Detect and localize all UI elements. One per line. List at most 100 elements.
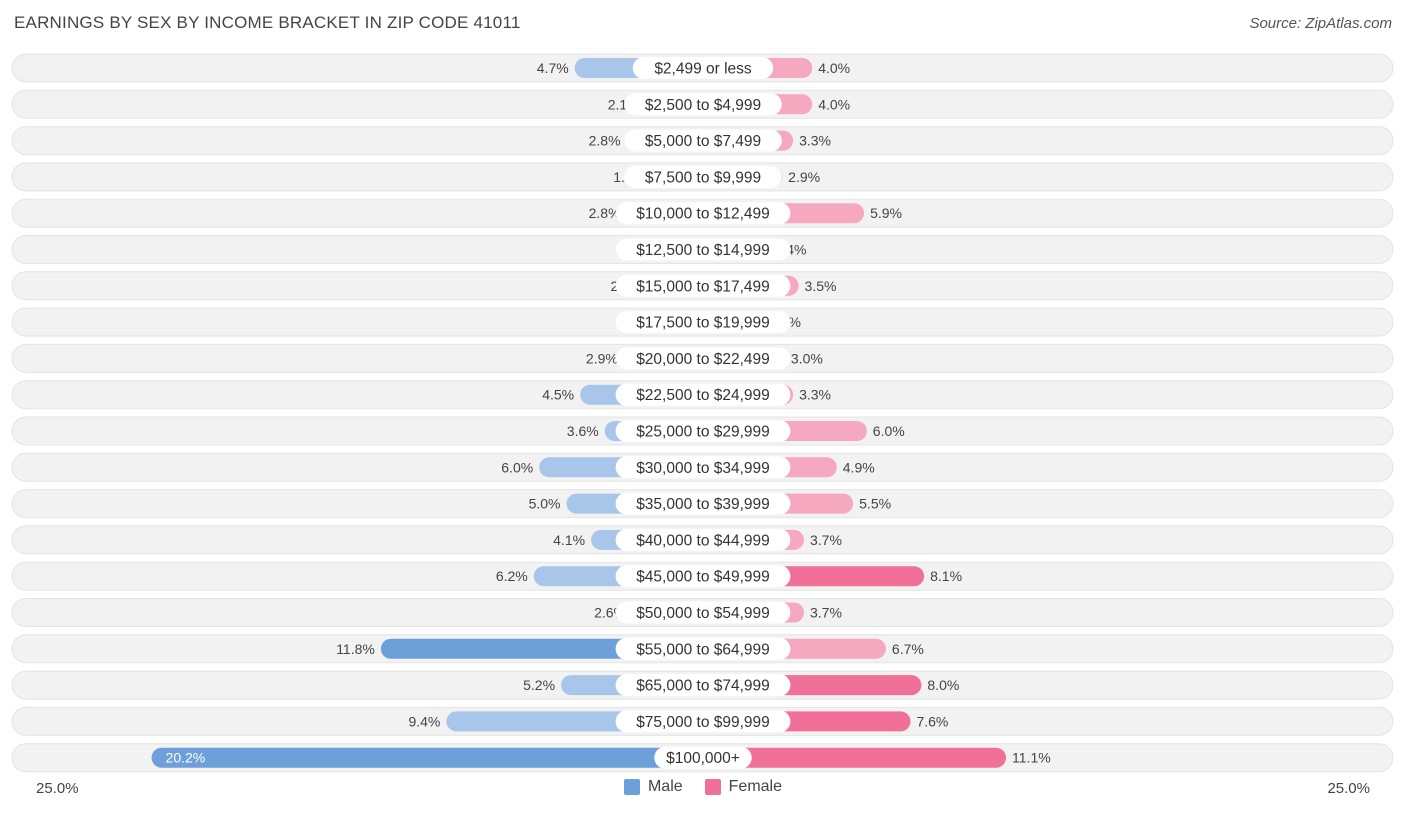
category-label-bg — [615, 311, 791, 334]
category-label: $65,000 to $74,999 — [636, 678, 770, 695]
female-value-label: 4.9% — [843, 459, 875, 475]
male-bar — [151, 747, 704, 768]
axis-right-label: 25.0% — [1327, 780, 1370, 797]
category-label: $10,000 to $12,499 — [636, 206, 770, 223]
legend-label-male: Male — [647, 778, 683, 795]
male-value-label: 2.8% — [589, 133, 621, 149]
female-value-label: 8.1% — [930, 568, 962, 584]
category-label-bg — [615, 565, 791, 588]
female-value-label: 11.1% — [1012, 750, 1051, 766]
male-value-label: 3.6% — [567, 423, 599, 439]
bar-row: 2.8% 5.9% $10,000 to $12,499 — [11, 198, 1394, 228]
female-value-label: 6.0% — [873, 423, 905, 439]
female-value-label: 3.0% — [791, 350, 823, 366]
bar-row: 4.5% 3.3% $22,500 to $24,999 — [11, 380, 1394, 410]
category-label-bg — [615, 347, 791, 370]
bar-row: 2.8% 3.3% $5,000 to $7,499 — [11, 126, 1394, 156]
category-label-bg — [615, 456, 791, 479]
legend-item-male[interactable]: Male — [623, 778, 683, 796]
female-value-label: 3.3% — [799, 133, 831, 149]
male-value-label: 6.0% — [501, 459, 533, 475]
category-label: $25,000 to $29,999 — [636, 424, 770, 441]
male-value-label: 2.9% — [586, 350, 618, 366]
category-label: $5,000 to $7,499 — [645, 133, 761, 150]
male-value-label: 4.5% — [542, 387, 574, 403]
chart-title: EARNINGS BY SEX BY INCOME BRACKET IN ZIP… — [14, 13, 521, 32]
bar-row: 4.7% 4.0% $2,499 or less — [11, 53, 1394, 83]
category-label: $12,500 to $14,999 — [636, 242, 770, 259]
male-value-label: 20.2% — [166, 750, 206, 766]
bar-row: 1.3%2.4%$12,500 to $14,999 — [11, 235, 1394, 264]
category-label-bg — [615, 274, 791, 297]
female-value-label: 3.7% — [810, 532, 842, 548]
category-label: $100,000+ — [666, 750, 740, 767]
female-value-label: 3.7% — [810, 605, 842, 621]
category-label-bg — [615, 637, 791, 660]
female-value-label: 6.7% — [892, 641, 924, 657]
chart-source: Source: ZipAtlas.com — [1249, 15, 1392, 32]
bar-row: 2.0%3.5%$15,000 to $17,499 — [11, 271, 1394, 301]
bar-row: 2.1% 4.0%$2,500 to $4,999 — [11, 89, 1394, 119]
category-label-bg — [632, 57, 774, 79]
category-label-bg — [615, 674, 791, 697]
male-value-label: 9.4% — [408, 713, 440, 729]
category-label-bg — [615, 202, 791, 225]
category-label-bg — [615, 710, 791, 733]
category-label: $35,000 to $39,999 — [636, 496, 770, 513]
female-value-label: 3.5% — [805, 278, 837, 294]
female-bar — [703, 747, 1007, 768]
legend-label-female: Female — [728, 778, 783, 795]
category-label-bg — [615, 492, 791, 515]
bar-row: 1.9%2.9%$7,500 to $9,999 — [11, 162, 1394, 192]
male-value-label: 6.2% — [496, 568, 528, 584]
category-label: $50,000 to $54,999 — [636, 605, 770, 622]
category-label-bg — [654, 746, 752, 769]
bar-row: 9.4% 7.6% $75,000 to $99,999 — [11, 706, 1394, 736]
male-value-label: 2.8% — [589, 205, 621, 221]
axis-left-label: 25.0% — [36, 780, 79, 797]
bar-row: 6.2% 8.1% $45,000 to $49,999 — [11, 561, 1394, 591]
category-label-bg — [624, 129, 782, 152]
category-label: $20,000 to $22,499 — [636, 351, 770, 368]
bar-row: 3.6% 6.0% $25,000 to $29,999 — [11, 416, 1394, 446]
male-value-label: 11.8% — [336, 641, 375, 657]
bar-row: 2.9% 3.0% $20,000 to $22,499 — [11, 343, 1394, 373]
category-label-bg — [615, 238, 791, 261]
female-value-label: 2.9% — [788, 169, 820, 185]
male-value-label: 5.2% — [523, 677, 555, 693]
bar-row: 5.2% 8.0% $65,000 to $74,999 — [11, 670, 1394, 700]
category-label: $55,000 to $64,999 — [636, 641, 770, 658]
legend-swatch-female — [704, 779, 721, 795]
male-value-label: 4.1% — [553, 532, 585, 548]
category-label: $17,500 to $19,999 — [636, 315, 770, 332]
category-label-bg — [615, 420, 791, 442]
female-value-label: 4.0% — [818, 96, 850, 112]
category-label: $2,499 or less — [654, 61, 752, 78]
category-label: $15,000 to $17,499 — [636, 278, 770, 295]
male-value-label: 5.0% — [529, 496, 561, 512]
legend-swatch-male — [623, 779, 640, 795]
category-label: $45,000 to $49,999 — [636, 569, 770, 586]
legend: Male Female — [0, 778, 1406, 796]
category-label: $40,000 to $44,999 — [636, 532, 770, 549]
category-label-bg — [615, 601, 791, 624]
female-value-label: 8.0% — [927, 677, 959, 693]
category-label: $75,000 to $99,999 — [636, 714, 770, 731]
category-label: $7,500 to $9,999 — [645, 169, 761, 186]
bar-row: 0.76%2.2%$17,500 to $19,999 — [11, 307, 1394, 337]
male-value-label: 4.7% — [537, 60, 569, 76]
bar-row: 2.6% 3.7%$50,000 to $54,999 — [11, 598, 1394, 627]
category-label: $2,500 to $4,999 — [645, 97, 761, 114]
bar-row: 11.8% 6.7% $55,000 to $64,999 — [11, 634, 1394, 664]
bar-row: 6.0% 4.9% $30,000 to $34,999 — [11, 452, 1394, 482]
category-label-bg — [624, 93, 782, 116]
bar-row: 20.2% 11.1% $100,000+ — [11, 743, 1394, 773]
category-label-bg — [615, 528, 791, 551]
category-label: $30,000 to $34,999 — [636, 460, 770, 477]
legend-item-female[interactable]: Female — [704, 778, 783, 796]
bar-row: 4.1% 3.7% $40,000 to $44,999 — [11, 525, 1394, 555]
female-value-label: 5.5% — [859, 496, 891, 512]
category-label: $22,500 to $24,999 — [636, 387, 770, 404]
female-value-label: 4.0% — [818, 60, 850, 76]
